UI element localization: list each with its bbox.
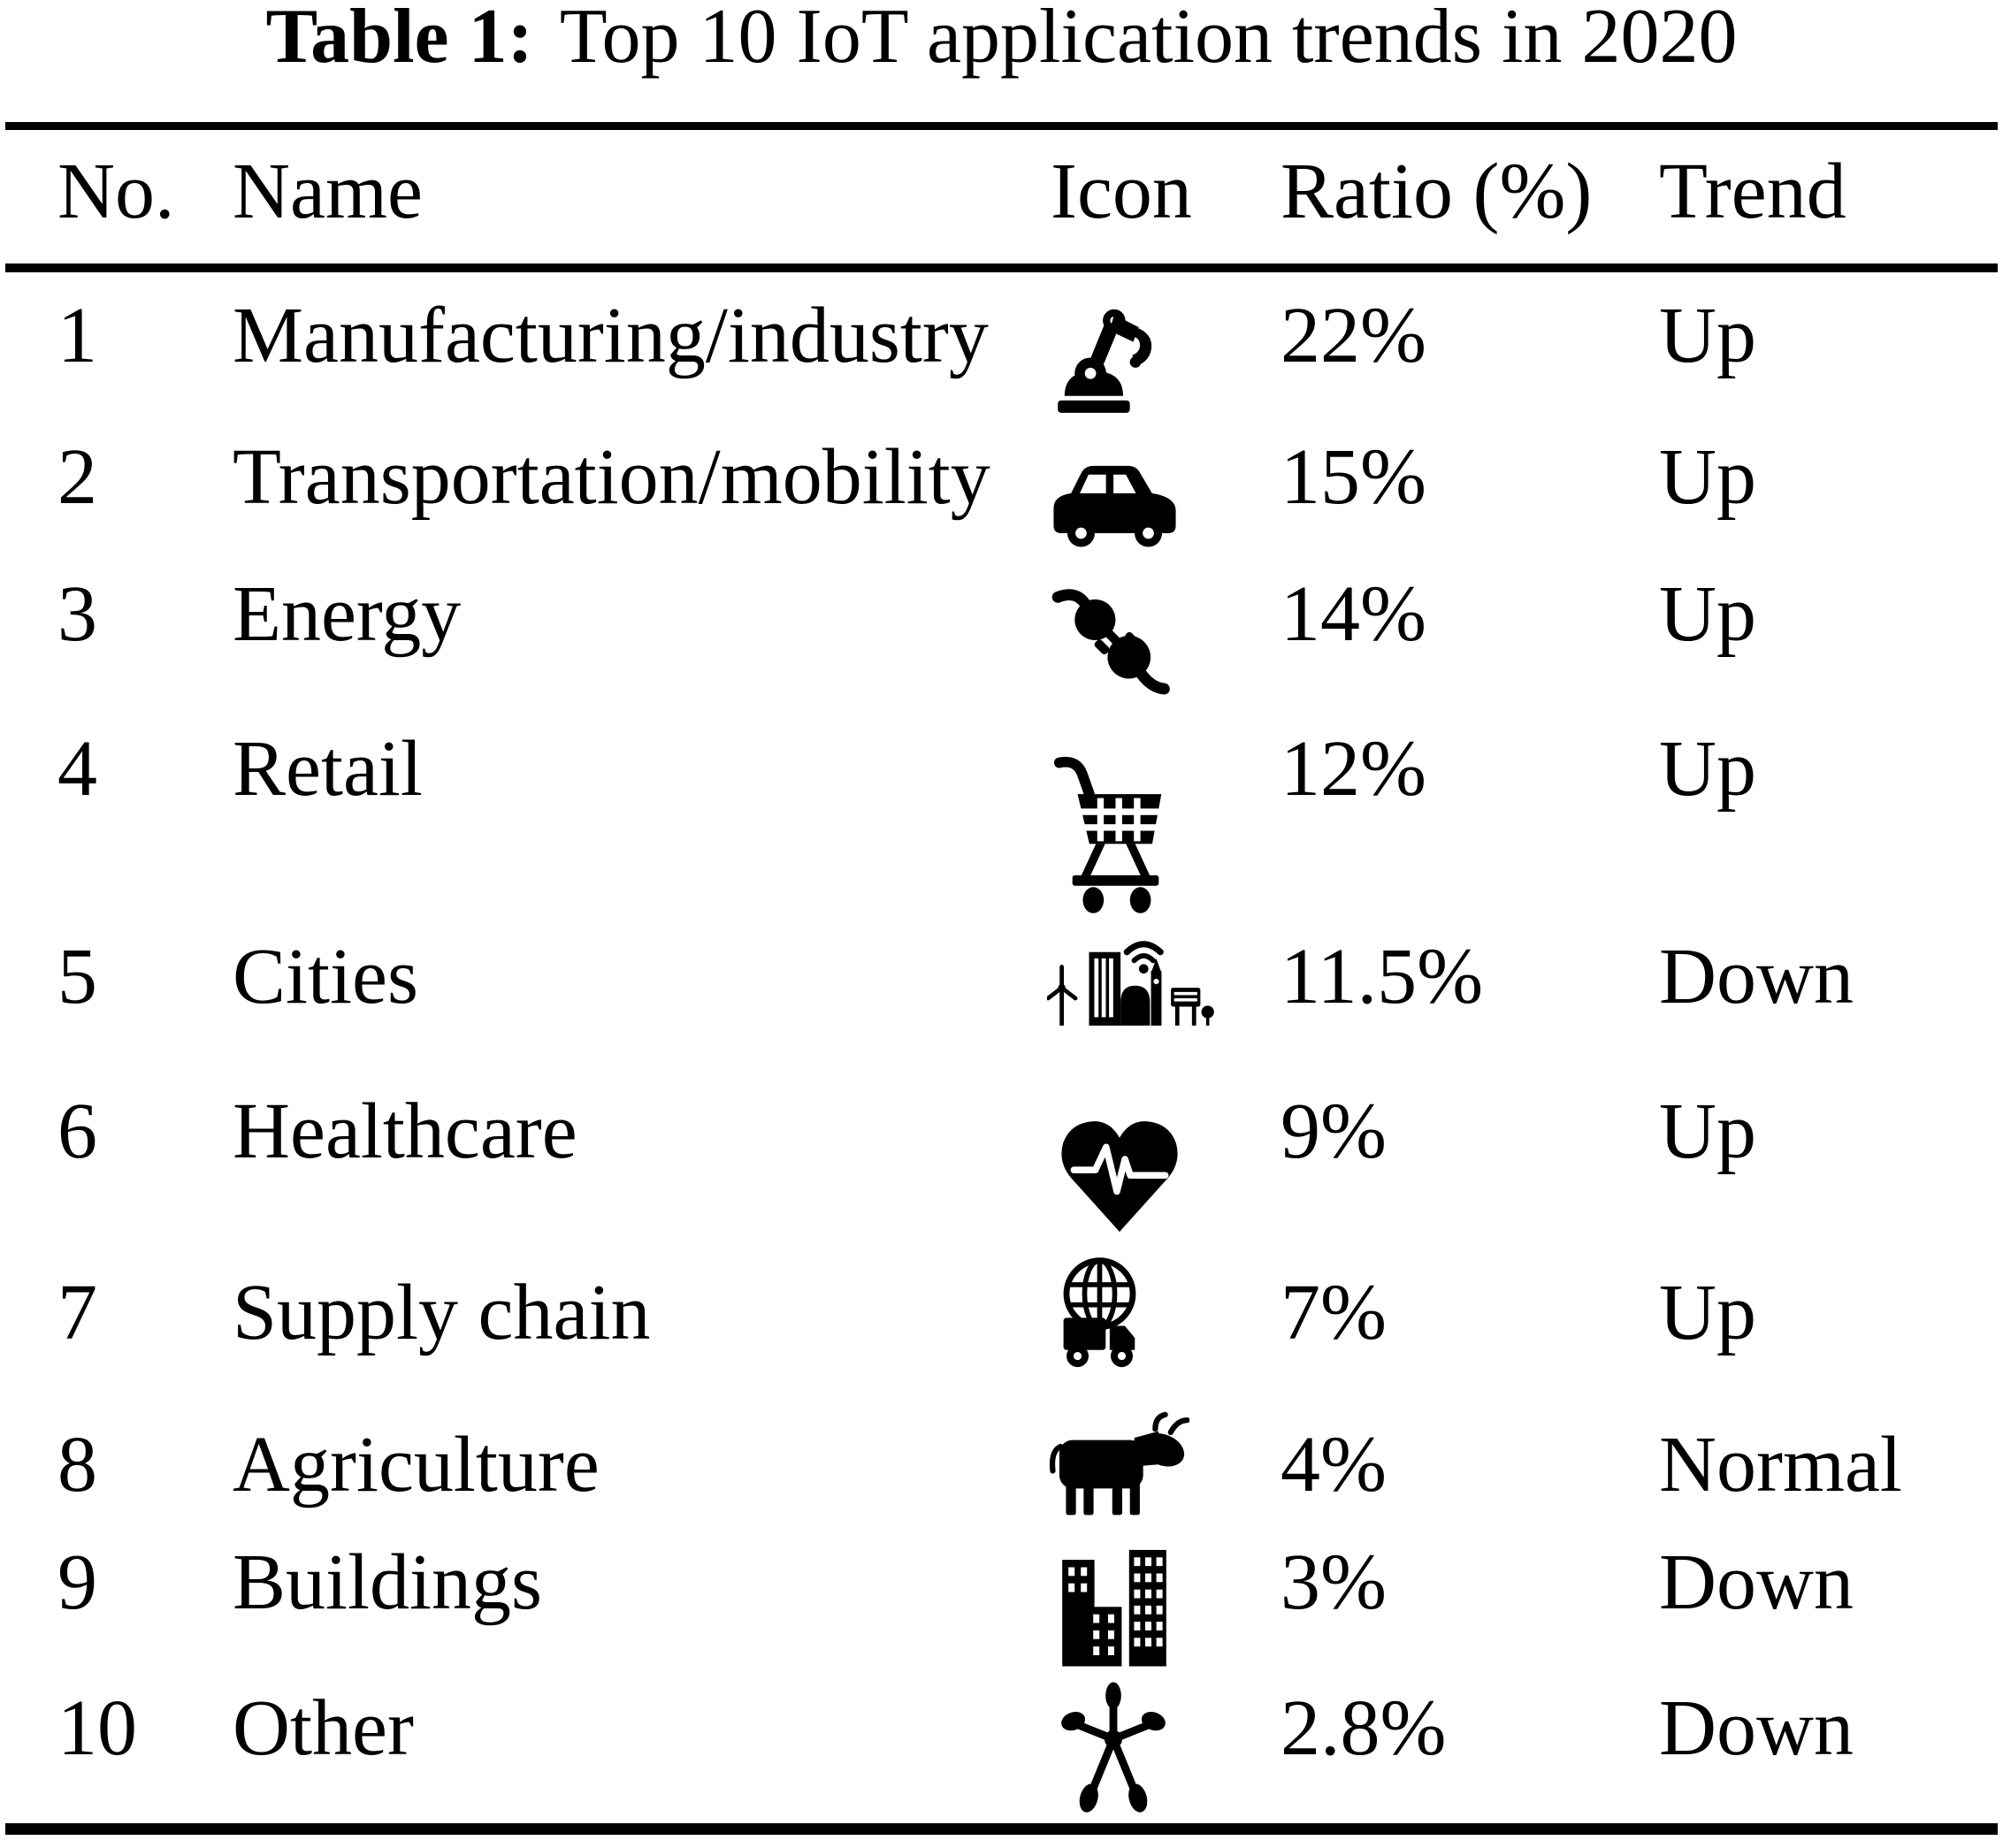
row-trend: Up <box>1659 1269 1756 1356</box>
network-nodes-icon <box>1058 1680 1169 1821</box>
row-ratio: 7% <box>1281 1269 1387 1356</box>
table-bottom-rule <box>5 1823 1998 1835</box>
row-name: Agriculture <box>233 1421 600 1508</box>
buildings-icon <box>1052 1542 1176 1685</box>
column-header-trend: Trend <box>1659 148 1846 235</box>
row-number: 3 <box>57 570 97 658</box>
smart-city-icon <box>1047 927 1215 1036</box>
robot-arm-icon <box>1049 302 1173 417</box>
table-top-rule <box>5 122 1998 130</box>
column-header-ratio: Ratio (%) <box>1281 148 1593 235</box>
globe-truck-icon <box>1049 1256 1151 1381</box>
row-trend: Up <box>1659 1088 1756 1175</box>
row-number: 10 <box>57 1684 137 1772</box>
row-number: 6 <box>57 1088 97 1175</box>
row-number: 4 <box>57 725 97 813</box>
row-ratio: 14% <box>1281 570 1426 658</box>
row-ratio: 12% <box>1281 725 1426 813</box>
row-ratio: 3% <box>1281 1539 1387 1626</box>
row-number: 5 <box>57 933 97 1020</box>
row-trend: Up <box>1659 433 1756 521</box>
car-icon <box>1046 453 1183 559</box>
row-name: Healthcare <box>233 1088 577 1175</box>
row-name: Retail <box>233 725 423 813</box>
row-ratio: 15% <box>1281 433 1426 521</box>
column-header-name: Name <box>233 148 423 235</box>
cow-icon <box>1046 1408 1189 1521</box>
row-trend: Down <box>1659 1539 1854 1626</box>
column-header-icon: Icon <box>1051 148 1192 235</box>
row-ratio: 22% <box>1281 292 1426 379</box>
row-ratio: 9% <box>1281 1088 1387 1175</box>
column-header-no: No. <box>57 148 175 235</box>
row-trend: Up <box>1659 570 1756 658</box>
row-name: Manufacturing/industry <box>233 292 989 379</box>
row-trend: Up <box>1659 292 1756 379</box>
row-number: 7 <box>57 1269 97 1356</box>
table-caption: Table 1: Top 10 IoT application trends in… <box>0 0 2003 78</box>
row-trend: Down <box>1659 933 1854 1020</box>
table-header-rule <box>5 263 1998 272</box>
row-ratio: 11.5% <box>1281 933 1484 1020</box>
row-number: 9 <box>57 1539 97 1626</box>
heart-pulse-icon <box>1052 1084 1187 1265</box>
row-name: Other <box>233 1684 414 1772</box>
table-caption-text: Top 10 IoT application trends in 2020 <box>559 0 1738 80</box>
row-trend: Normal <box>1659 1421 1902 1508</box>
row-name: Buildings <box>233 1539 543 1626</box>
row-name: Transportation/mobility <box>233 433 990 521</box>
row-ratio: 4% <box>1281 1421 1387 1508</box>
row-name: Cities <box>233 933 419 1020</box>
row-name: Supply chain <box>233 1269 651 1356</box>
row-trend: Up <box>1659 725 1756 813</box>
row-ratio: 2.8% <box>1281 1684 1447 1772</box>
table-caption-label: Table 1: <box>265 0 533 80</box>
power-plug-icon <box>1049 584 1171 697</box>
row-trend: Down <box>1659 1684 1854 1772</box>
row-number: 1 <box>57 292 97 379</box>
shopping-cart-icon <box>1049 747 1180 922</box>
row-number: 8 <box>57 1421 97 1508</box>
row-name: Energy <box>233 570 462 658</box>
row-number: 2 <box>57 433 97 521</box>
